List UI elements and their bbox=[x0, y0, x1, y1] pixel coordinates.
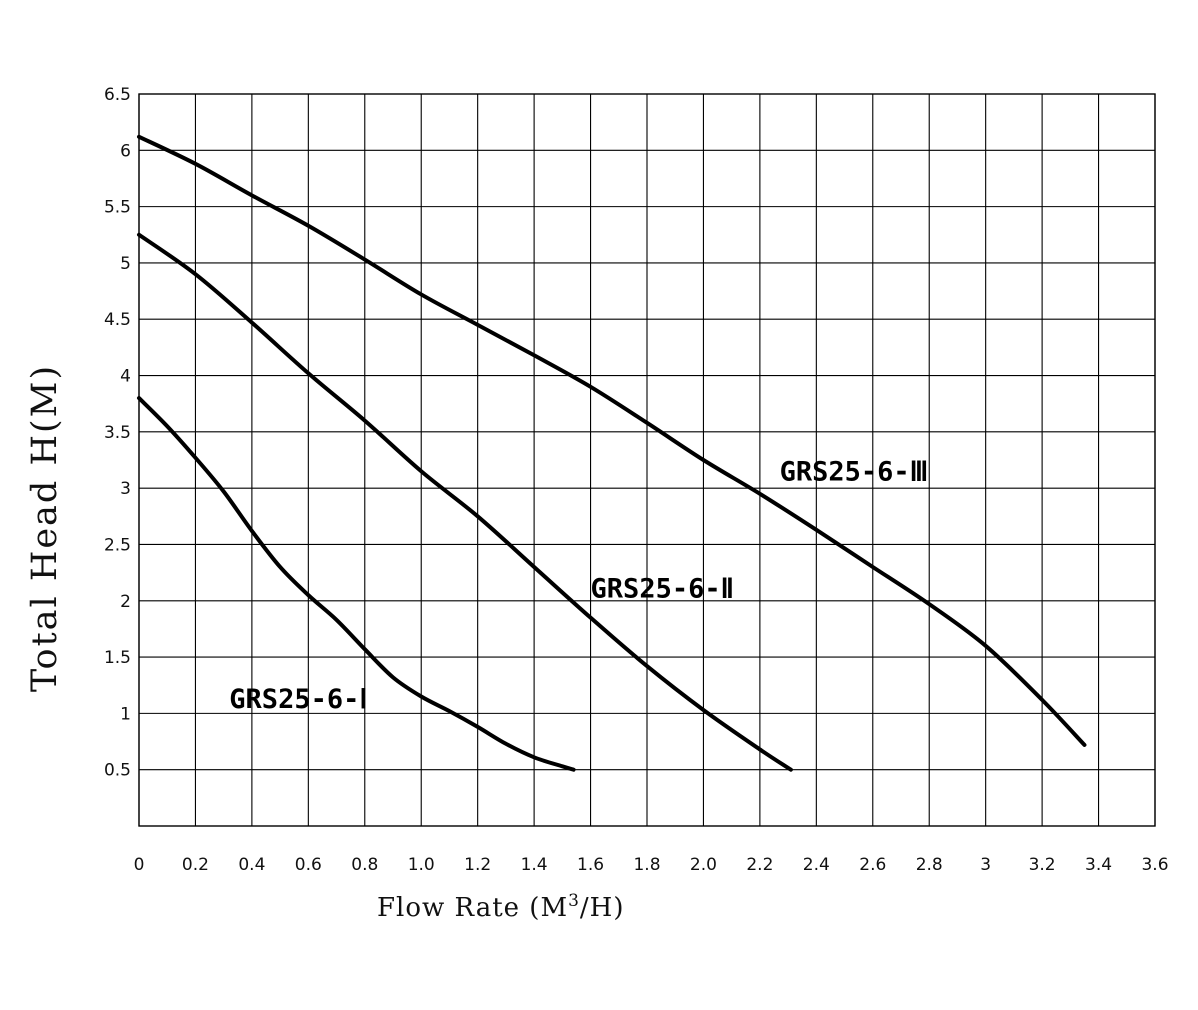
x-tick-label: 1.0 bbox=[408, 855, 435, 875]
x-tick-label: 2.2 bbox=[746, 855, 773, 875]
x-tick-label: 0.2 bbox=[182, 855, 209, 875]
series-label-3: GRS25-6-Ⅲ bbox=[780, 456, 929, 487]
y-tick-label: 4 bbox=[120, 367, 131, 387]
x-tick-label: 2.0 bbox=[690, 855, 717, 875]
series-label-1: GRS25-6-Ⅰ bbox=[229, 684, 367, 715]
x-tick-label: 3.2 bbox=[1029, 855, 1056, 875]
x-tick-label: 2.4 bbox=[803, 855, 830, 875]
series-label-2: GRS25-6-Ⅱ bbox=[591, 573, 734, 604]
y-tick-label: 2 bbox=[120, 592, 131, 612]
x-tick-label: 3.4 bbox=[1085, 855, 1112, 875]
grid-layer bbox=[138, 93, 1156, 827]
series-curves bbox=[137, 134, 1087, 772]
x-tick-label: 1.8 bbox=[633, 855, 660, 875]
x-tick-label: 0 bbox=[134, 855, 145, 875]
y-tick-label: 0.5 bbox=[104, 761, 131, 781]
series-line-1 bbox=[137, 396, 576, 772]
y-tick-label: 1.5 bbox=[104, 648, 131, 668]
tick-labels: 0 0.2 0.4 0.6 0.8 1.0 1.2 1.4 1.6 1.8 2.0 2.2 2.4 2.6… bbox=[104, 85, 1169, 875]
x-tick-label: 3.6 bbox=[1141, 855, 1168, 875]
y-tick-label: 1 bbox=[120, 704, 131, 724]
x-tick-label: 0.4 bbox=[238, 855, 265, 875]
x-tick-label: 1.2 bbox=[464, 855, 491, 875]
y-tick-label: 6.5 bbox=[104, 85, 131, 105]
x-tick-label: 0.6 bbox=[295, 855, 322, 875]
x-axis-title-superscript: 3 bbox=[568, 891, 580, 911]
x-tick-label: 2.6 bbox=[859, 855, 886, 875]
y-tick-label: 3.5 bbox=[104, 423, 131, 443]
y-tick-label: 2.5 bbox=[104, 535, 131, 555]
x-tick-label: 2.8 bbox=[916, 855, 943, 875]
y-tick-label: 5 bbox=[120, 254, 131, 274]
x-tick-label: 1.6 bbox=[577, 855, 604, 875]
series-line-3 bbox=[137, 134, 1087, 747]
x-tick-label: 0.8 bbox=[351, 855, 378, 875]
y-tick-label: 5.5 bbox=[104, 198, 131, 218]
series-line-2 bbox=[137, 232, 793, 772]
y-axis-title: Total Head H(M) bbox=[25, 364, 65, 692]
y-tick-label: 6 bbox=[120, 141, 131, 161]
y-tick-label: 4.5 bbox=[104, 310, 131, 330]
x-axis-title: Flow Rate (M3/H) bbox=[377, 891, 624, 923]
series-labels: GRS25-6-Ⅰ GRS25-6-Ⅱ GRS25-6-Ⅲ bbox=[229, 456, 928, 714]
x-axis-title-main: Flow Rate (M bbox=[377, 893, 568, 923]
y-tick-label: 3 bbox=[120, 479, 131, 499]
x-tick-label: 1.4 bbox=[521, 855, 548, 875]
x-axis-title-end: /H) bbox=[580, 893, 625, 923]
x-tick-label: 3 bbox=[980, 855, 991, 875]
